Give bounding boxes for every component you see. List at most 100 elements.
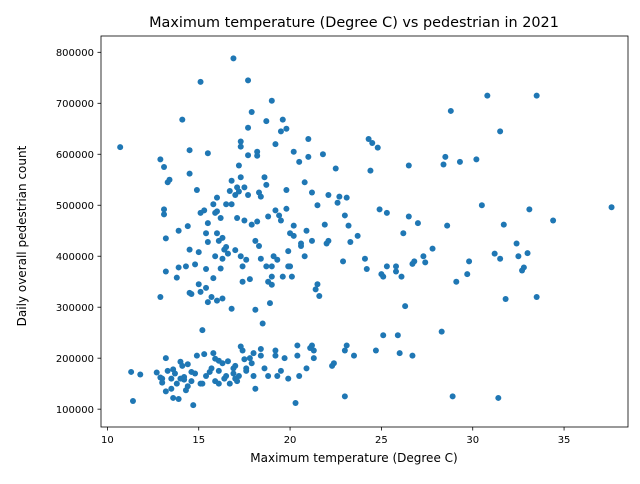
data-point	[310, 355, 317, 362]
x-axis-label: Maximum temperature (Degree C)	[250, 451, 457, 465]
data-point	[296, 158, 303, 165]
data-point	[162, 388, 169, 395]
data-point	[261, 174, 268, 181]
y-tick-label: 200000	[56, 354, 94, 365]
data-point	[197, 288, 204, 295]
data-point	[224, 250, 231, 257]
data-point	[442, 153, 449, 160]
data-point	[325, 192, 332, 199]
data-point	[245, 77, 252, 84]
data-point	[376, 206, 383, 213]
data-point	[250, 350, 257, 357]
data-point	[173, 380, 180, 387]
data-point	[263, 181, 270, 188]
data-point	[263, 118, 270, 125]
data-point	[217, 214, 224, 221]
y-tick-label: 100000	[56, 405, 94, 416]
data-point	[268, 273, 275, 280]
chart-title: Maximum temperature (Degree C) vs pedest…	[149, 15, 559, 31]
data-point	[402, 303, 409, 310]
data-point	[308, 189, 315, 196]
data-point	[117, 144, 124, 151]
x-tick-label: 20	[284, 435, 297, 446]
data-point	[279, 273, 286, 280]
data-point	[301, 179, 308, 186]
data-point	[217, 265, 224, 272]
data-point	[232, 247, 239, 254]
y-tick-label: 300000	[56, 303, 94, 314]
data-point	[290, 222, 297, 229]
data-point	[393, 263, 400, 270]
data-point	[219, 295, 226, 302]
data-point	[248, 108, 255, 115]
data-point	[203, 373, 210, 380]
data-point	[298, 240, 305, 247]
data-point	[380, 332, 387, 339]
data-point	[226, 187, 233, 194]
data-point	[212, 253, 219, 260]
data-point	[203, 230, 210, 237]
data-point	[226, 380, 233, 387]
data-point	[325, 237, 332, 244]
x-tick-label: 25	[375, 435, 388, 446]
data-point	[228, 177, 235, 184]
data-point	[259, 320, 266, 327]
data-point	[367, 167, 374, 174]
data-point	[524, 250, 531, 257]
data-point	[232, 362, 239, 369]
data-point	[495, 394, 502, 401]
data-point	[237, 138, 244, 145]
data-point	[204, 220, 211, 227]
x-tick-label: 15	[192, 435, 205, 446]
data-point	[257, 193, 264, 200]
data-point	[171, 370, 178, 377]
data-point	[166, 176, 173, 183]
data-point	[301, 253, 308, 260]
data-point	[162, 268, 169, 275]
data-point	[241, 356, 248, 363]
data-point	[223, 244, 230, 251]
y-tick-label: 700000	[56, 99, 94, 110]
data-point	[272, 352, 279, 359]
data-point	[157, 374, 164, 381]
data-point	[246, 276, 253, 283]
data-point	[447, 107, 454, 114]
data-point	[175, 227, 182, 234]
data-point	[170, 394, 177, 401]
y-tick-label: 500000	[56, 201, 94, 212]
data-point	[161, 164, 168, 171]
data-point	[341, 212, 348, 219]
data-point	[223, 201, 230, 208]
data-point	[283, 186, 290, 193]
data-point	[305, 153, 312, 160]
data-point	[422, 259, 429, 266]
data-point	[235, 162, 242, 169]
data-point	[268, 281, 275, 288]
data-point	[321, 221, 328, 228]
data-point	[175, 395, 182, 402]
data-point	[478, 202, 485, 209]
data-point	[228, 201, 235, 208]
data-point	[210, 275, 217, 282]
data-point	[272, 141, 279, 148]
data-point	[312, 286, 319, 293]
data-point	[500, 221, 507, 228]
data-point	[319, 151, 326, 158]
data-point	[283, 125, 290, 132]
data-point	[252, 385, 259, 392]
data-point	[162, 235, 169, 242]
data-point	[168, 385, 175, 392]
data-point	[336, 193, 343, 200]
data-point	[129, 398, 136, 404]
data-point	[310, 347, 317, 354]
data-point	[372, 347, 379, 354]
data-point	[182, 263, 189, 270]
data-point	[213, 208, 220, 215]
data-point	[256, 243, 263, 250]
data-point	[250, 373, 257, 380]
data-point	[361, 255, 368, 262]
data-point	[203, 265, 210, 272]
data-point	[398, 273, 405, 280]
data-point	[254, 218, 261, 225]
data-point	[192, 261, 199, 268]
